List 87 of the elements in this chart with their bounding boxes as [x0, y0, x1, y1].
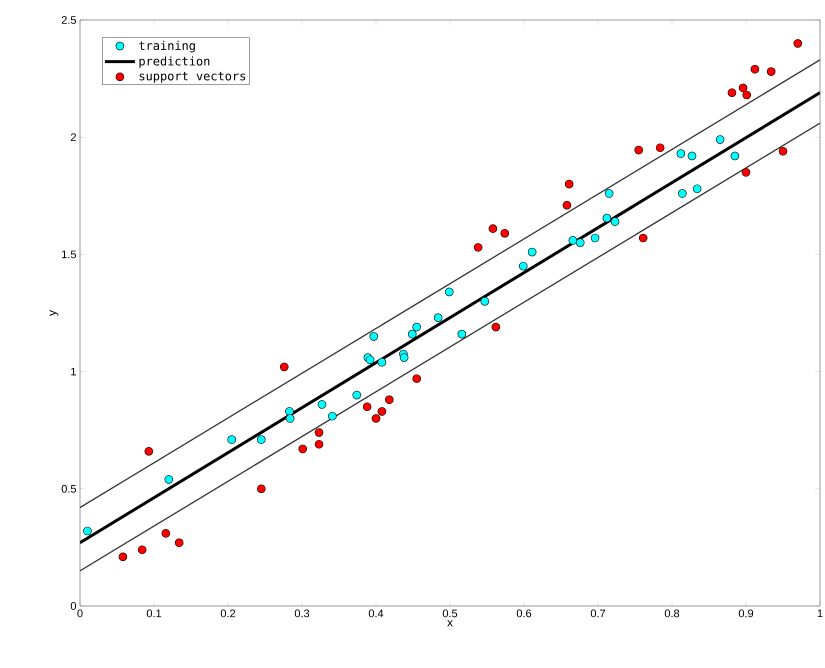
point: [794, 39, 802, 48]
point: [728, 88, 736, 97]
y-tick-label: 0.5: [62, 484, 76, 493]
point: [385, 395, 394, 404]
point: [716, 135, 724, 144]
point: [488, 224, 498, 233]
point: [408, 330, 417, 338]
point: [280, 362, 289, 372]
point: [738, 84, 748, 92]
point: [257, 435, 266, 444]
x-tick-label: 0.6: [516, 610, 532, 618]
point: [162, 529, 170, 538]
point: [638, 234, 648, 242]
point: [778, 146, 788, 156]
legend-label: training: [139, 40, 195, 52]
point: [286, 414, 294, 423]
point: [378, 407, 386, 416]
x-tick-label: 0.9: [738, 610, 754, 618]
x-tick-label: 0.5: [442, 610, 458, 618]
x-tick-label: 1: [818, 610, 823, 618]
y-tick-label: 2: [70, 133, 76, 142]
point: [480, 296, 490, 306]
point: [362, 402, 372, 412]
x-tick-label: 0.4: [368, 610, 384, 618]
point: [528, 248, 536, 256]
point: [434, 313, 442, 322]
point: [400, 353, 408, 362]
point: [564, 180, 574, 188]
x-tick-label: 0.1: [146, 610, 162, 618]
x-tick-label: 0: [77, 610, 83, 618]
point: [766, 67, 776, 76]
point: [492, 322, 500, 332]
point: [634, 146, 644, 154]
point: [576, 238, 585, 247]
point: [328, 412, 337, 420]
point: [174, 538, 184, 548]
point: [474, 243, 482, 252]
point: [518, 262, 528, 270]
point: [285, 407, 294, 416]
point: [500, 229, 510, 238]
point: [352, 390, 362, 400]
point: [412, 322, 422, 332]
point: [318, 400, 326, 409]
point: [164, 475, 174, 484]
y-tick-label: 0: [70, 602, 76, 610]
legend-label: support vectors: [140, 72, 246, 83]
point: [692, 184, 702, 194]
point: [458, 330, 466, 338]
point: [568, 236, 578, 245]
point: [227, 435, 236, 444]
point: [138, 545, 146, 554]
point: [742, 90, 752, 100]
legend-label: prediction: [140, 56, 210, 68]
point: [412, 374, 422, 383]
x-tick-label: 0.2: [220, 610, 236, 618]
point: [298, 444, 308, 454]
point: [366, 356, 374, 364]
point: [83, 526, 92, 536]
x-axis-title: x: [447, 620, 453, 626]
point: [742, 168, 750, 177]
point: [118, 552, 128, 562]
point: [602, 214, 612, 222]
point: [378, 358, 386, 367]
point: [444, 288, 454, 296]
point: [257, 484, 266, 494]
y-tick-label: 1: [71, 368, 76, 376]
point: [656, 143, 664, 152]
point: [676, 149, 686, 158]
y-tick-label: 2.5: [62, 16, 76, 24]
point: [678, 189, 687, 198]
point: [372, 414, 380, 423]
x-tick-label: 0.7: [590, 610, 606, 618]
point: [610, 217, 620, 226]
point: [314, 428, 324, 437]
point: [688, 152, 696, 160]
x-tick-label: 0.8: [664, 610, 680, 618]
y-tick-label: 1.5: [62, 250, 76, 258]
point: [369, 332, 378, 341]
point: [604, 189, 614, 198]
point: [730, 152, 740, 160]
y-axis-title: y: [50, 310, 58, 316]
point: [314, 440, 324, 449]
point: [590, 234, 600, 242]
x-tick-label: 0.3: [294, 610, 310, 618]
point: [144, 446, 154, 456]
point: [562, 200, 572, 210]
point: [750, 64, 760, 74]
